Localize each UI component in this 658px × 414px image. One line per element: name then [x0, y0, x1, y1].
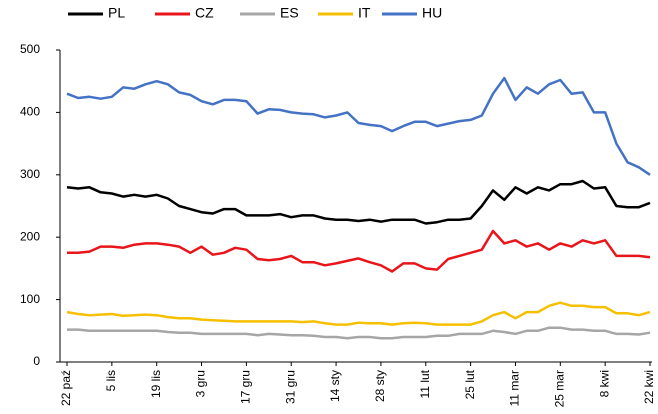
legend-label: ES: [280, 5, 299, 21]
y-tick-label: 500: [20, 42, 40, 56]
legend-label: CZ: [195, 5, 214, 21]
legend-label: IT: [358, 5, 371, 21]
x-tick-label: 5 lis: [104, 370, 118, 391]
series-line: [66, 301, 651, 326]
x-tick-label: 8 kwi: [597, 370, 611, 397]
x-tick-label: 31 gru: [283, 370, 297, 404]
legend-label: HU: [422, 5, 442, 21]
x-tick-label: 25 lut: [463, 369, 477, 399]
y-tick-label: 200: [20, 229, 40, 243]
x-tick-label: 11 mar: [508, 370, 522, 406]
x-tick-label: 3 gru: [194, 370, 208, 397]
x-tick-label: 22 kwi: [642, 370, 656, 404]
series-line: [66, 76, 651, 176]
x-tick-label: 28 sty: [373, 370, 387, 402]
x-tick-label: 14 sty: [328, 370, 342, 402]
x-tick-label: 17 gru: [239, 370, 253, 404]
y-tick-label: 300: [20, 167, 40, 181]
x-tick-label: 22 paź: [59, 370, 73, 406]
series-line: [67, 229, 651, 273]
x-tick-label: 11 lut: [418, 369, 432, 398]
legend-label: PL: [108, 5, 125, 21]
series-line: [66, 179, 651, 225]
y-tick-label: 0: [33, 354, 40, 368]
x-tick-label: 25 mar: [552, 370, 566, 407]
y-tick-label: 400: [20, 105, 40, 119]
series-line: [67, 326, 651, 340]
y-tick-label: 100: [20, 292, 40, 306]
x-tick-label: 19 lis: [149, 370, 163, 398]
